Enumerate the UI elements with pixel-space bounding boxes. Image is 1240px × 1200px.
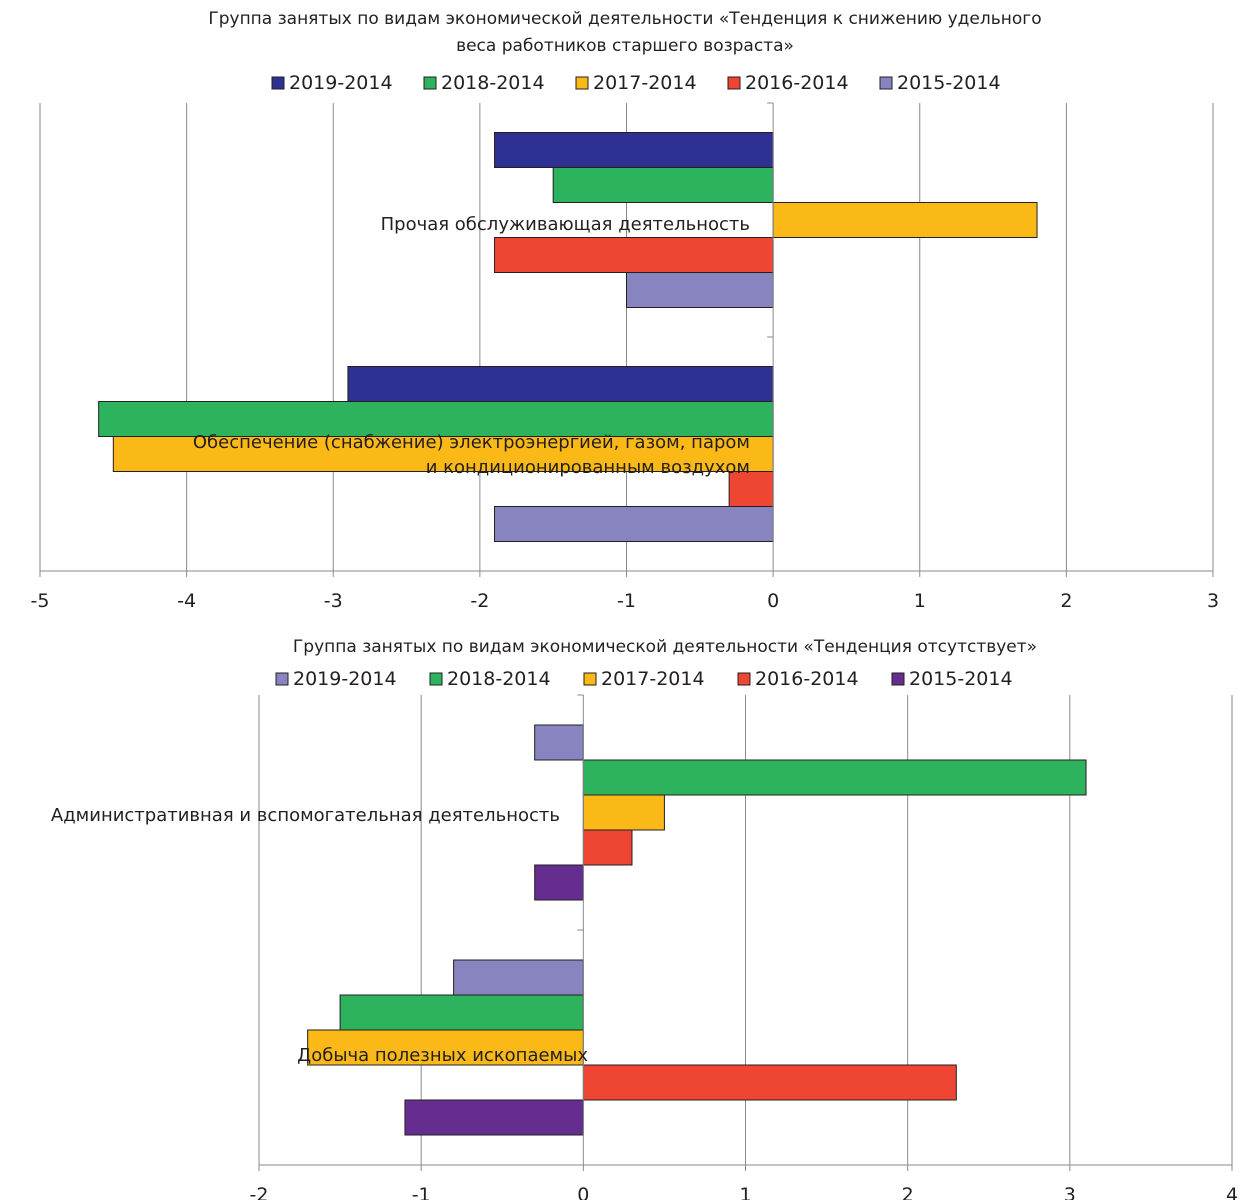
chart-1: Группа занятых по видам экономической де… <box>31 9 1220 612</box>
legend-swatch <box>275 672 289 686</box>
category-label: Прочая обслуживающая деятельность <box>381 214 750 235</box>
legend-label: 2015-2014 <box>897 72 1001 94</box>
bar <box>534 724 584 761</box>
legend-label: 2018-2014 <box>441 72 545 94</box>
tick-label: -2 <box>250 1184 269 1200</box>
legend-label: 2017-2014 <box>601 668 705 690</box>
legend-label: 2019-2014 <box>289 72 393 94</box>
bar <box>582 829 633 866</box>
legend-swatch <box>429 672 443 686</box>
bar <box>626 272 774 308</box>
chart-2: Группа занятых по видам экономической де… <box>51 637 1238 1200</box>
tick-label: 1 <box>914 590 926 612</box>
tick-label: -1 <box>617 590 636 612</box>
legend-label: 2016-2014 <box>745 72 849 94</box>
chart-title: Группа занятых по видам экономической де… <box>293 637 1037 657</box>
tick-label: -4 <box>177 590 196 612</box>
tick-label: -1 <box>412 1184 431 1200</box>
bar <box>582 759 1087 796</box>
legend-swatch <box>583 672 597 686</box>
legend-swatch <box>891 672 905 686</box>
tick-label: -2 <box>470 590 489 612</box>
bar <box>453 959 584 996</box>
bar <box>98 401 774 437</box>
legend-label: 2019-2014 <box>293 668 397 690</box>
legend-label: 2017-2014 <box>593 72 697 94</box>
tick-label: 0 <box>767 590 779 612</box>
bar <box>494 132 774 168</box>
legend-swatch <box>879 76 893 90</box>
legend-label: 2016-2014 <box>755 668 859 690</box>
tick-label: 1 <box>739 1184 751 1200</box>
tick-label: -5 <box>31 590 50 612</box>
tick-label: 0 <box>577 1184 589 1200</box>
legend-label: 2015-2014 <box>909 668 1013 690</box>
bar <box>582 794 665 831</box>
bar <box>494 237 774 273</box>
bar <box>307 1029 584 1066</box>
chart-title: Группа занятых по видам экономической де… <box>208 9 1041 29</box>
category-label: Административная и вспомогательная деяте… <box>51 805 560 826</box>
category-label: Обеспечение (снабжение) электроэнергией,… <box>193 432 750 453</box>
legend-swatch <box>271 76 285 90</box>
legend-label: 2018-2014 <box>447 668 551 690</box>
tick-label: 4 <box>1226 1184 1238 1200</box>
bar <box>582 1064 957 1101</box>
chart-title: веса работников старшего возраста» <box>456 36 794 56</box>
tick-label: 3 <box>1207 590 1219 612</box>
bar <box>347 366 774 402</box>
bar <box>404 1099 584 1136</box>
tick-label: -3 <box>324 590 343 612</box>
bar <box>112 436 774 472</box>
category-label: Добыча полезных ископаемых <box>297 1045 588 1066</box>
bar <box>339 994 584 1031</box>
category-label: и кондиционированным воздухом <box>426 457 750 478</box>
tick-label: 2 <box>902 1184 914 1200</box>
legend-swatch <box>727 76 741 90</box>
legend-swatch <box>575 76 589 90</box>
tick-label: 3 <box>1064 1184 1076 1200</box>
tick-label: 2 <box>1060 590 1072 612</box>
bar <box>534 864 584 901</box>
bar <box>772 202 1038 238</box>
legend-swatch <box>423 76 437 90</box>
bar <box>552 167 774 203</box>
legend-swatch <box>737 672 751 686</box>
bar <box>494 506 774 542</box>
